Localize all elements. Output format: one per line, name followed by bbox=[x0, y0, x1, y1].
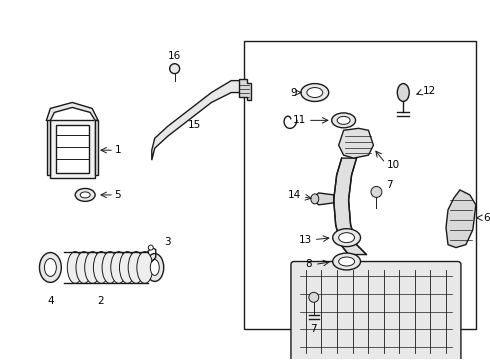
Polygon shape bbox=[152, 81, 241, 160]
Text: 3: 3 bbox=[164, 237, 171, 247]
Bar bbox=[244, 41, 476, 329]
Ellipse shape bbox=[339, 233, 355, 243]
Text: 4: 4 bbox=[47, 296, 54, 306]
Text: 14: 14 bbox=[288, 190, 301, 200]
Ellipse shape bbox=[75, 188, 95, 201]
Ellipse shape bbox=[150, 260, 159, 275]
Text: 5: 5 bbox=[115, 190, 122, 200]
Ellipse shape bbox=[137, 252, 153, 283]
Text: 7: 7 bbox=[387, 180, 393, 190]
Ellipse shape bbox=[332, 113, 356, 128]
Text: 6: 6 bbox=[483, 213, 490, 223]
Polygon shape bbox=[95, 120, 98, 175]
Polygon shape bbox=[48, 120, 50, 175]
Ellipse shape bbox=[94, 252, 109, 283]
Text: 11: 11 bbox=[293, 115, 306, 125]
Ellipse shape bbox=[80, 192, 90, 198]
Ellipse shape bbox=[333, 229, 361, 247]
Polygon shape bbox=[239, 78, 251, 100]
FancyBboxPatch shape bbox=[291, 261, 461, 360]
Ellipse shape bbox=[45, 258, 56, 276]
Ellipse shape bbox=[85, 252, 100, 283]
Ellipse shape bbox=[307, 87, 323, 98]
Ellipse shape bbox=[120, 252, 135, 283]
Text: 15: 15 bbox=[188, 120, 201, 130]
Ellipse shape bbox=[170, 64, 180, 74]
Text: 12: 12 bbox=[423, 86, 437, 95]
Ellipse shape bbox=[301, 84, 329, 102]
Text: 2: 2 bbox=[97, 296, 103, 306]
Ellipse shape bbox=[333, 253, 361, 270]
Polygon shape bbox=[315, 193, 334, 205]
Ellipse shape bbox=[371, 186, 382, 197]
Ellipse shape bbox=[76, 252, 92, 283]
Ellipse shape bbox=[102, 252, 118, 283]
Ellipse shape bbox=[311, 194, 319, 204]
Text: 7: 7 bbox=[311, 324, 317, 334]
Ellipse shape bbox=[146, 253, 164, 282]
Text: 13: 13 bbox=[298, 235, 312, 245]
Bar bbox=[50, 120, 95, 178]
Ellipse shape bbox=[67, 252, 83, 283]
Bar bbox=[56, 125, 89, 173]
Ellipse shape bbox=[111, 252, 127, 283]
Ellipse shape bbox=[128, 252, 144, 283]
Circle shape bbox=[148, 245, 153, 250]
Text: 9: 9 bbox=[291, 87, 297, 98]
Text: 8: 8 bbox=[305, 260, 312, 270]
Ellipse shape bbox=[337, 116, 350, 124]
Polygon shape bbox=[47, 103, 98, 120]
Ellipse shape bbox=[40, 253, 61, 282]
Text: 10: 10 bbox=[387, 160, 399, 170]
Text: 1: 1 bbox=[115, 145, 122, 155]
Ellipse shape bbox=[309, 292, 319, 302]
Polygon shape bbox=[339, 128, 373, 158]
Ellipse shape bbox=[397, 84, 409, 102]
Polygon shape bbox=[446, 190, 476, 248]
Text: 16: 16 bbox=[168, 51, 181, 61]
Ellipse shape bbox=[339, 257, 355, 266]
Polygon shape bbox=[334, 158, 367, 255]
